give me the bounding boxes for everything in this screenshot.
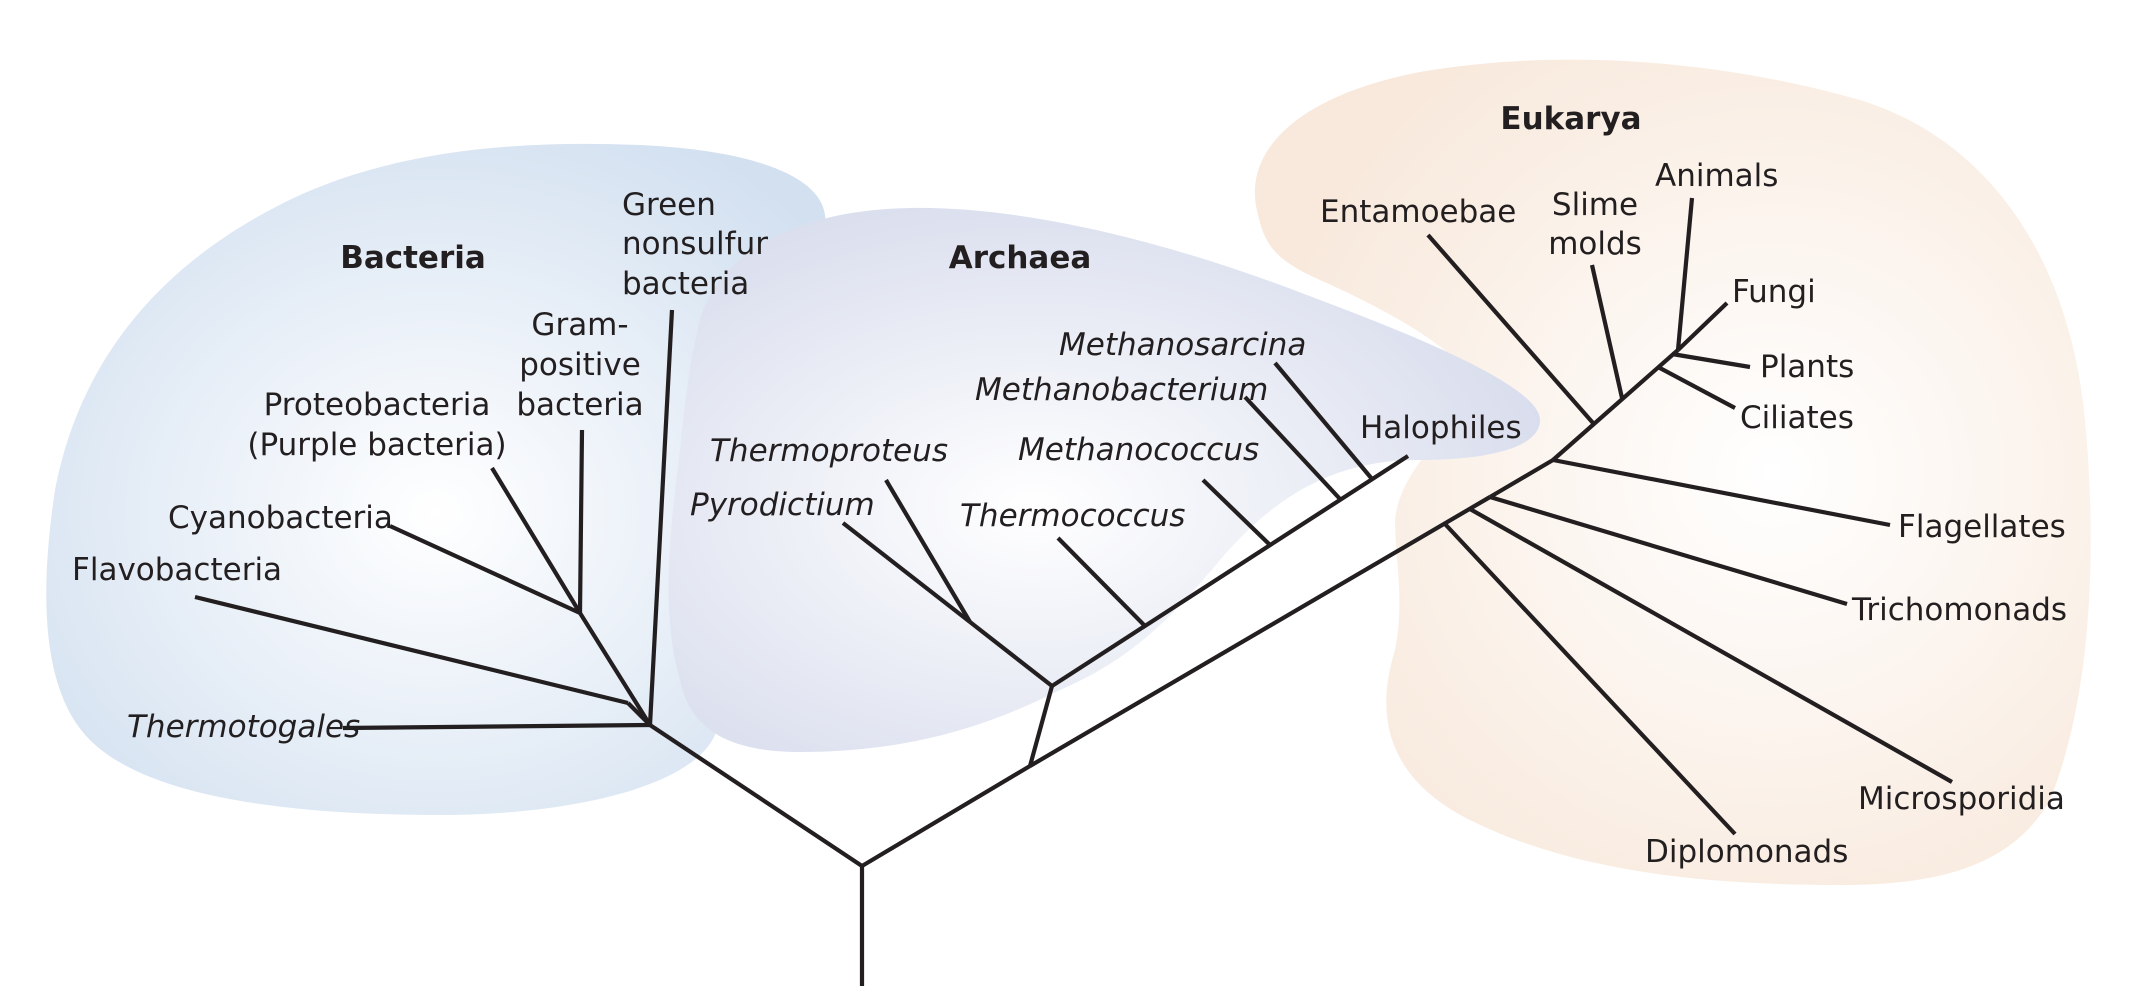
label-proteobacteria-1: Proteobacteria — [264, 387, 491, 423]
label-proteobacteria-2: (Purple bacteria) — [247, 427, 506, 463]
methanobacterium-branch — [1243, 395, 1342, 501]
eukarya-region — [1254, 59, 2091, 885]
domain-title-archaea: Archaea — [949, 240, 1092, 276]
diplomonads-branch — [1443, 522, 1737, 836]
label-methanosarcina: Methanosarcina — [1059, 327, 1306, 363]
archaea-eukarya-stem — [860, 764, 1032, 868]
label-halophiles: Halophiles — [1360, 410, 1522, 446]
thermococcus-branch — [1056, 536, 1147, 628]
label-thermococcus: Thermococcus — [960, 498, 1185, 534]
gram-positive-branch — [577, 429, 585, 614]
label-gram-positive-1: Gram- — [531, 307, 628, 343]
thermotogales-branch — [342, 722, 651, 731]
slime-molds-branch — [1589, 264, 1625, 399]
flagellates-branch — [1552, 457, 1891, 528]
trichomonads-branch — [1489, 494, 1848, 607]
animals-branch — [1675, 197, 1695, 351]
label-trichomonads: Trichomonads — [1851, 592, 2067, 628]
cyanobacteria-branch — [389, 524, 581, 615]
label-cyanobacteria: Cyanobacteria — [168, 500, 393, 536]
label-green-nonsulfur-1: Green — [622, 187, 716, 223]
label-thermotogales: Thermotogales — [127, 709, 360, 745]
archaea-region — [668, 207, 1540, 753]
green-nonsulfur-branch — [647, 309, 675, 726]
bacteria-stem — [648, 723, 864, 868]
methanococcus-branch — [1201, 478, 1272, 547]
archaea-stem — [1027, 685, 1055, 767]
label-flagellates: Flagellates — [1898, 509, 2066, 545]
methanosarcina-branch — [1273, 361, 1374, 481]
label-methanococcus: Methanococcus — [1018, 432, 1259, 468]
label-animals: Animals — [1655, 158, 1778, 194]
label-plants: Plants — [1760, 349, 1854, 385]
pyrodictium-branch — [841, 521, 972, 624]
label-ciliates: Ciliates — [1740, 400, 1854, 436]
plants-branch — [1671, 351, 1751, 370]
label-microsporidia: Microsporidia — [1858, 781, 2065, 817]
label-methanobacterium: Methanobacterium — [975, 372, 1268, 408]
label-slime-molds-1: Slime — [1552, 187, 1638, 223]
archaea-crenarchaeota-branch — [968, 620, 1054, 688]
microsporidia-branch — [1468, 507, 1954, 784]
eukarya-stem — [1028, 495, 1492, 768]
tree-branches — [194, 197, 1954, 986]
eukarya-crown-stem — [1488, 458, 1555, 499]
label-slime-molds-2: molds — [1548, 226, 1642, 262]
label-diplomonads: Diplomonads — [1645, 834, 1848, 870]
label-thermoproteus: Thermoproteus — [710, 433, 948, 469]
label-green-nonsulfur-3: bacteria — [622, 266, 749, 302]
domain-title-eukarya: Eukarya — [1500, 101, 1641, 137]
thermoproteus-branch — [884, 478, 972, 624]
label-flavobacteria: Flavobacteria — [72, 552, 282, 588]
label-fungi: Fungi — [1732, 274, 1816, 310]
eukarya-crown-stem-2 — [1551, 348, 1680, 462]
label-gram-positive-3: bacteria — [516, 387, 643, 423]
bacteria-inner-stem — [578, 611, 652, 727]
proteobacteria-branch — [490, 466, 582, 615]
label-pyrodictium: Pyrodictium — [690, 487, 875, 523]
archaea-euryarchaeota-branch — [1050, 454, 1410, 688]
ciliates-branch — [1657, 365, 1736, 410]
domain-title-bacteria: Bacteria — [340, 240, 486, 276]
bacteria-region — [46, 143, 826, 815]
label-green-nonsulfur-2: nonsulfur — [622, 226, 768, 262]
label-entamoebae: Entamoebae — [1320, 194, 1516, 230]
entamoebae-branch — [1426, 233, 1595, 425]
label-gram-positive-2: positive — [519, 347, 641, 383]
flavobacteria-branch-2 — [194, 594, 629, 706]
fungi-branch — [1676, 301, 1729, 352]
